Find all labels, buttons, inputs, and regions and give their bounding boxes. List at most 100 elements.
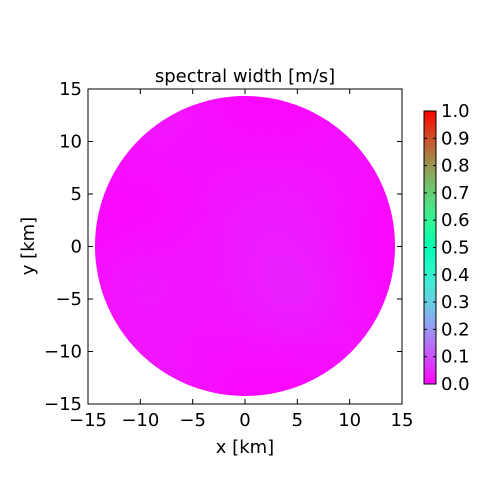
- heatmap-cell: [203, 272, 209, 279]
- heatmap-cell: [281, 262, 288, 269]
- heatmap-cell: [119, 309, 126, 316]
- heatmap-cell: [213, 299, 220, 305]
- heatmap-cell: [98, 188, 105, 195]
- heatmap-cell: [313, 267, 319, 274]
- heatmap-cell: [271, 96, 277, 101]
- heatmap-cell: [161, 309, 168, 316]
- heatmap-cell: [318, 236, 325, 242]
- heatmap-cell: [197, 257, 204, 263]
- heatmap-cell: [197, 204, 204, 211]
- heatmap-cell: [271, 320, 277, 326]
- heatmap-cell: [239, 120, 246, 127]
- heatmap-cell: [229, 288, 236, 295]
- heatmap-cell: [333, 220, 340, 227]
- heatmap-cell: [333, 341, 340, 347]
- heatmap-cell: [360, 204, 366, 211]
- heatmap-cell: [229, 152, 236, 158]
- heatmap-cell: [176, 241, 183, 248]
- heatmap-cell: [286, 272, 293, 279]
- heatmap-cell: [370, 288, 377, 295]
- heatmap-cell: [203, 110, 209, 116]
- heatmap-cell: [218, 99, 225, 106]
- heatmap-cell: [260, 278, 267, 284]
- heatmap-cell: [182, 246, 189, 253]
- heatmap-cell: [239, 372, 246, 379]
- heatmap-cell: [98, 299, 105, 305]
- heatmap-cell: [245, 146, 251, 153]
- heatmap-cell: [161, 325, 168, 332]
- heatmap-cell: [176, 293, 183, 300]
- heatmap-cell: [302, 152, 309, 158]
- heatmap-cell: [292, 236, 298, 242]
- heatmap-cell: [313, 241, 319, 248]
- heatmap-cell: [145, 204, 152, 211]
- heatmap-cell: [313, 104, 319, 111]
- heatmap-cell: [197, 377, 204, 384]
- heatmap-cell: [286, 262, 293, 269]
- heatmap-cell: [344, 225, 351, 232]
- heatmap-cell: [192, 188, 199, 195]
- heatmap-cell: [234, 96, 241, 101]
- heatmap-cell: [302, 194, 309, 200]
- heatmap-cell: [318, 136, 325, 143]
- heatmap-cell: [328, 314, 335, 321]
- heatmap-cell: [197, 299, 204, 305]
- heatmap-cell: [365, 278, 372, 284]
- heatmap-cell: [182, 141, 189, 148]
- heatmap-cell: [145, 251, 152, 258]
- heatmap-cell: [292, 194, 298, 200]
- heatmap-cell: [182, 299, 189, 305]
- heatmap-cell: [95, 204, 100, 211]
- heatmap-cell: [375, 278, 382, 284]
- heatmap-cell: [354, 293, 361, 300]
- heatmap-cell: [140, 204, 147, 211]
- heatmap-cell: [229, 131, 236, 137]
- heatmap-cell: [161, 304, 168, 311]
- heatmap-cell: [286, 330, 293, 337]
- heatmap-cell: [203, 367, 209, 374]
- heatmap-cell: [313, 362, 319, 368]
- heatmap-cell: [323, 230, 330, 237]
- heatmap-cell: [176, 131, 183, 137]
- heatmap-cell: [286, 96, 293, 101]
- heatmap-cell: [140, 278, 147, 284]
- heatmap-cell: [271, 299, 277, 305]
- heatmap-cell: [108, 272, 115, 279]
- heatmap-cell: [150, 152, 157, 158]
- heatmap-cell: [192, 178, 199, 185]
- heatmap-cell: [224, 267, 230, 274]
- heatmap-cell: [187, 209, 194, 216]
- heatmap-cell: [297, 131, 304, 137]
- heatmap-cell: [187, 120, 194, 127]
- heatmap-cell: [124, 293, 131, 300]
- heatmap-cell: [281, 209, 288, 216]
- heatmap-cell: [381, 178, 387, 185]
- heatmap-cell: [171, 335, 178, 342]
- heatmap-cell: [375, 199, 382, 206]
- x-tick-label: −10: [121, 410, 159, 431]
- heatmap-cell: [161, 225, 168, 232]
- heatmap-cell: [156, 173, 162, 179]
- heatmap-cell: [318, 146, 325, 153]
- heatmap-cell: [333, 167, 340, 174]
- heatmap-cell: [292, 351, 298, 358]
- heatmap-cell: [265, 320, 272, 326]
- heatmap-cell: [203, 283, 209, 290]
- heatmap-cell: [187, 283, 194, 290]
- heatmap-cell: [187, 257, 194, 263]
- heatmap-cell: [302, 246, 309, 253]
- heatmap-cell: [339, 162, 346, 169]
- heatmap-cell: [239, 167, 246, 174]
- heatmap-cell: [98, 267, 105, 274]
- heatmap-cell: [360, 267, 366, 274]
- heatmap-cell: [313, 220, 319, 227]
- heatmap-cell: [171, 272, 178, 279]
- heatmap-cell: [333, 152, 340, 158]
- heatmap-cell: [339, 183, 346, 190]
- heatmap-cell: [354, 136, 361, 143]
- heatmap-cell: [171, 167, 178, 174]
- heatmap-cell: [161, 320, 168, 326]
- heatmap-cell: [161, 241, 168, 248]
- heatmap-cell: [95, 241, 100, 248]
- heatmap-cell: [182, 388, 189, 395]
